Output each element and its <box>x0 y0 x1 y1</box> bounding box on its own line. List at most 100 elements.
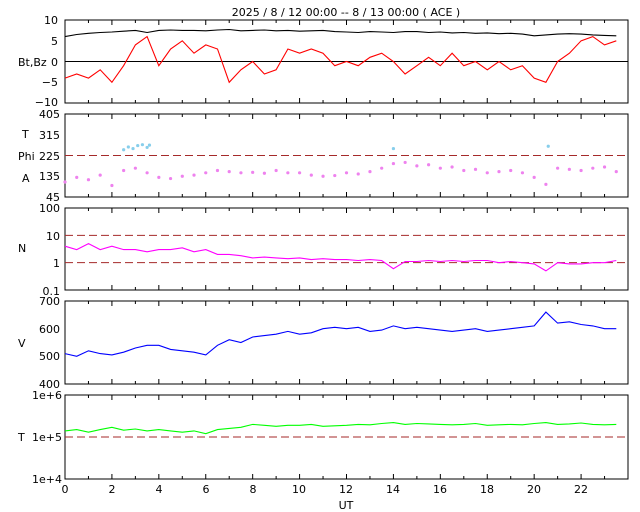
angle-phi-point <box>427 163 431 167</box>
angle-tick-45: 45 <box>46 191 60 204</box>
angle-phi-point <box>591 166 595 170</box>
x-tick-10: 10 <box>292 483 306 496</box>
angle-phi-point <box>509 168 513 173</box>
angle-phi-point <box>344 171 349 175</box>
x-tick-14: 14 <box>386 483 400 496</box>
angle-t-point <box>136 143 140 148</box>
x-tick-20: 20 <box>527 483 541 496</box>
angle-phi-point <box>204 171 208 175</box>
angle-phi-point <box>391 161 396 166</box>
angle-t-point <box>546 144 550 148</box>
density-tick-01: 0.1 <box>43 285 61 298</box>
angle-phi-point <box>602 165 607 169</box>
mag-tick-m5: −5 <box>42 76 58 89</box>
angle-phi-point <box>192 173 196 177</box>
angle-phi-point <box>532 175 536 180</box>
x-tick-18: 18 <box>480 483 494 496</box>
angle-t-point <box>147 143 152 147</box>
angle-phi-point <box>251 170 255 174</box>
angle-phi-point <box>86 178 91 182</box>
x-tick-0: 0 <box>62 483 69 496</box>
temp-tick-1e4: 1e+4 <box>32 473 62 486</box>
speed-ylabel: V <box>18 337 26 350</box>
temp-tick-1e5: 1e+5 <box>32 431 62 444</box>
angle-phi-point <box>75 175 79 180</box>
chart-title: 2025 / 8 / 12 00:00 -- 8 / 13 00:00 ( AC… <box>232 6 460 19</box>
speed-tick-600: 600 <box>39 323 60 336</box>
temp-ylabel: T <box>17 431 25 444</box>
angle-t-point <box>131 146 135 151</box>
angle-phi-point <box>368 170 372 174</box>
density-frame <box>64 207 629 291</box>
temp-t-line <box>64 422 617 435</box>
angle-ylabel-t: T <box>21 128 29 141</box>
angle-phi-point <box>380 166 384 170</box>
panel-frames <box>64 19 629 480</box>
angle-phi-point <box>110 183 114 188</box>
angle-phi-point <box>321 174 325 178</box>
angle-phi-point <box>63 180 67 184</box>
angle-phi-point <box>579 168 583 173</box>
angle-phi-point <box>614 170 618 174</box>
x-tick-6: 6 <box>203 483 210 496</box>
angle-phi-point <box>415 164 419 168</box>
angle-phi-point <box>520 171 525 175</box>
angle-phi-point <box>286 171 290 175</box>
angle-phi-point <box>168 176 173 181</box>
angle-t-point <box>140 143 145 147</box>
angle-phi-point <box>180 174 184 178</box>
temp-tick-1e6: 1e+6 <box>32 389 62 402</box>
angle-phi-point <box>497 170 501 174</box>
angle-t-point <box>126 145 130 149</box>
mag-tick-0: 0 <box>51 56 58 69</box>
x-tick-16: 16 <box>433 483 447 496</box>
mag-tick-m10: −10 <box>35 96 58 109</box>
angle-phi-point <box>274 168 278 173</box>
angle-t-point <box>122 148 126 152</box>
density-n-line <box>64 242 617 272</box>
mag-tick-10: 10 <box>44 14 58 27</box>
angle-phi-point <box>403 160 407 165</box>
angle-phi-point <box>556 166 560 170</box>
angle-tick-315: 315 <box>39 129 60 142</box>
x-axis-label: UT <box>339 499 354 512</box>
angle-t-point <box>391 146 396 151</box>
angle-phi-point <box>98 173 102 177</box>
angle-phi-point <box>239 171 243 175</box>
angle-phi-point <box>157 175 161 180</box>
speed-tick-400: 400 <box>39 378 60 391</box>
density-tick-10: 10 <box>46 230 60 243</box>
angle-phi-point <box>145 171 149 175</box>
angle-phi-point <box>450 165 454 169</box>
angle-phi-point <box>133 166 137 170</box>
angle-phi-point <box>215 168 220 173</box>
speed-tick-500: 500 <box>39 350 60 363</box>
angle-tick-135: 135 <box>39 170 60 183</box>
angle-phi-point <box>227 170 231 174</box>
mag-bt-line <box>64 28 617 38</box>
angle-phi-point <box>297 171 302 175</box>
x-tick-12: 12 <box>339 483 353 496</box>
angle-tick-405: 405 <box>39 108 60 121</box>
density-tick-100: 100 <box>39 202 60 215</box>
angle-ylabel-phi: Phi <box>18 150 35 163</box>
angle-phi-point <box>473 167 478 171</box>
mag-tick-5: 5 <box>51 35 58 48</box>
angle-phi-point <box>356 172 360 176</box>
x-tick-4: 4 <box>156 483 163 496</box>
density-ylabel: N <box>18 242 26 255</box>
angle-phi-point <box>333 173 337 178</box>
speed-tick-700: 700 <box>39 295 60 308</box>
angle-phi-point <box>438 166 442 170</box>
speed-v-line <box>64 311 617 357</box>
mag-ylabel: Bt,Bz <box>18 56 47 69</box>
angle-phi-point <box>462 168 466 173</box>
angle-phi-point <box>122 168 126 173</box>
data-series <box>63 28 618 435</box>
angle-phi-point <box>262 171 266 175</box>
speed-frame <box>64 300 629 385</box>
density-tick-1: 1 <box>53 257 60 270</box>
angle-phi-point <box>309 173 313 177</box>
angle-tick-225: 225 <box>39 150 60 163</box>
